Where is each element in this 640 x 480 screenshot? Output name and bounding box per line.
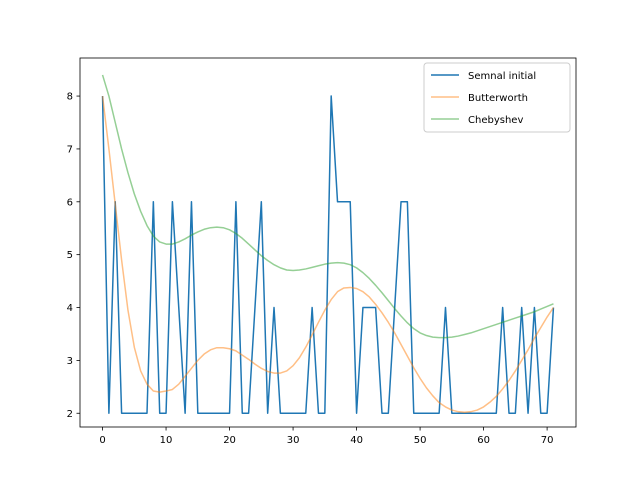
x-tick-label: 70 — [541, 435, 554, 446]
y-tick-label: 2 — [67, 409, 73, 420]
series-layer — [101, 74, 555, 415]
axes-frame — [79, 57, 577, 428]
y-tick-label: 7 — [67, 144, 73, 155]
y-tick-label: 8 — [67, 92, 73, 103]
x-tick-label: 60 — [477, 435, 490, 446]
y-tick-label: 6 — [67, 197, 73, 208]
legend-box — [423, 62, 571, 133]
legend-label-semnal-initial: Semnal initial — [468, 71, 536, 82]
y-tick-label: 5 — [67, 250, 73, 261]
legend: Semnal initial Butterworth Chebyshev — [423, 62, 571, 133]
y-tick-label: 3 — [67, 356, 73, 367]
x-tick-label: 40 — [350, 435, 363, 446]
x-axis-ticks: 0 10 20 30 40 50 60 70 — [99, 427, 553, 446]
y-axis-ticks: 2 3 4 5 6 7 8 — [67, 92, 80, 420]
y-tick-label: 4 — [67, 303, 73, 314]
x-tick-label: 10 — [160, 435, 173, 446]
x-tick-label: 30 — [287, 435, 300, 446]
x-tick-label: 20 — [223, 435, 236, 446]
x-tick-label: 50 — [414, 435, 427, 446]
legend-label-chebyshev: Chebyshev — [468, 115, 523, 126]
legend-label-butterworth: Butterworth — [468, 93, 528, 104]
series-line-chebyshev — [101, 74, 554, 339]
series-line-semnal-initial — [101, 95, 555, 415]
series-line-butterworth — [101, 95, 555, 413]
x-tick-label: 0 — [99, 435, 105, 446]
